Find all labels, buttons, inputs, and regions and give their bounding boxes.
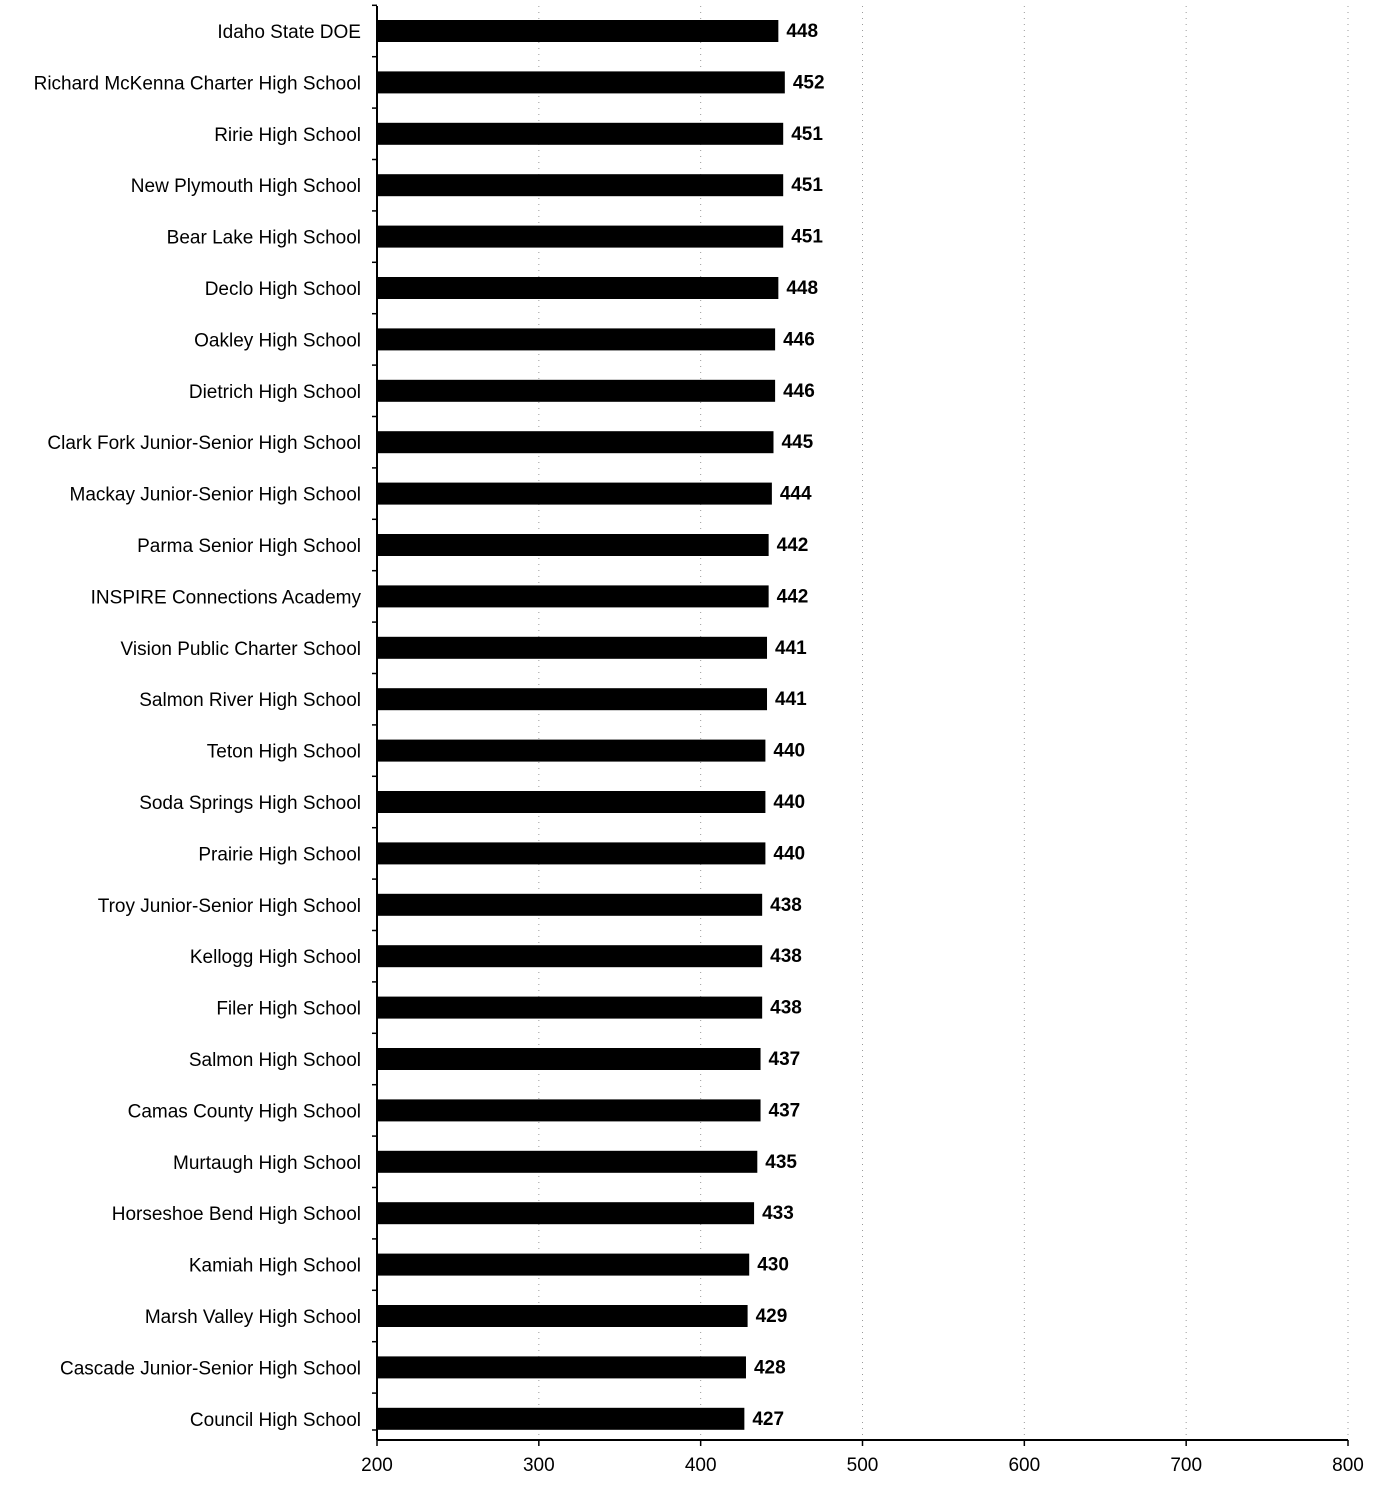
bar [378, 1356, 746, 1379]
category-label: Filer High School [216, 999, 361, 1020]
bar [378, 482, 772, 505]
bar-layer [378, 20, 785, 1430]
bar [378, 945, 763, 968]
x-tick-label: 300 [523, 1455, 555, 1476]
grid-layer [538, 6, 1349, 1440]
category-label: Teton High School [207, 742, 361, 763]
value-label: 448 [786, 278, 818, 299]
category-label: Horseshoe Bend High School [112, 1204, 361, 1225]
x-tick-label: 700 [1170, 1455, 1202, 1476]
bar [378, 431, 774, 454]
value-label: 438 [770, 946, 802, 967]
category-label: Camas County High School [128, 1101, 361, 1122]
category-label: Ririe High School [214, 125, 361, 146]
label-layer: 448 Idaho State DOE 452 Richard McKenna Cha… [34, 21, 1364, 1476]
bar [378, 1202, 755, 1225]
category-label: Declo High School [205, 279, 361, 300]
bar [378, 71, 785, 94]
bar [378, 791, 766, 813]
category-label: Dietrich High School [189, 382, 361, 403]
value-label: 446 [783, 329, 815, 350]
value-label: 428 [754, 1357, 786, 1378]
value-label: 427 [752, 1409, 784, 1430]
category-label: Prairie High School [198, 844, 361, 865]
value-label: 437 [769, 1049, 801, 1070]
bar [378, 739, 766, 762]
category-label: New Plymouth High School [131, 176, 361, 197]
bar [378, 1048, 761, 1070]
bar [378, 328, 776, 351]
category-label: Kamiah High School [189, 1256, 361, 1277]
bar [378, 20, 779, 42]
value-label: 429 [756, 1306, 788, 1327]
bar [378, 174, 784, 197]
category-label: Richard McKenna Charter High School [34, 73, 361, 94]
bar [378, 636, 768, 659]
x-tick-label: 800 [1332, 1455, 1364, 1476]
bar [378, 225, 784, 248]
value-label: 435 [765, 1152, 797, 1173]
category-label: Idaho State DOE [217, 22, 361, 43]
bar [378, 122, 784, 145]
value-label: 438 [770, 998, 802, 1019]
category-label: Salmon High School [189, 1050, 361, 1071]
bar [378, 1099, 761, 1122]
x-tick-label: 200 [361, 1455, 393, 1476]
value-label: 442 [777, 535, 809, 556]
value-label: 451 [791, 124, 823, 145]
category-label: Mackay Junior-Senior High School [70, 485, 361, 506]
value-label: 445 [781, 432, 813, 453]
value-label: 430 [757, 1255, 789, 1276]
category-label: Kellogg High School [190, 947, 361, 968]
category-label: Salmon River High School [139, 690, 361, 711]
category-label: INSPIRE Connections Academy [91, 587, 362, 608]
value-label: 440 [773, 741, 805, 762]
bar [378, 688, 768, 711]
value-label: 451 [791, 175, 823, 196]
value-label: 441 [775, 689, 807, 710]
bar [378, 277, 779, 299]
value-label: 440 [773, 792, 805, 813]
value-label: 452 [793, 72, 825, 93]
x-tick-label: 500 [847, 1455, 879, 1476]
value-label: 440 [773, 843, 805, 864]
value-label: 433 [762, 1203, 794, 1224]
x-tick-label: 600 [1008, 1455, 1040, 1476]
category-label: Clark Fork Junior-Senior High School [47, 433, 361, 454]
bar [378, 585, 769, 608]
bar [378, 893, 763, 916]
category-label: Troy Junior-Senior High School [98, 896, 361, 917]
axis-layer [372, 4, 1349, 1446]
value-label: 437 [769, 1100, 801, 1121]
bar [378, 1305, 748, 1327]
category-label: Cascade Junior-Senior High School [60, 1358, 361, 1379]
category-label: Marsh Valley High School [145, 1307, 361, 1328]
bar [378, 1150, 758, 1173]
category-label: Bear Lake High School [167, 228, 361, 249]
category-label: Oakley High School [194, 330, 361, 351]
x-tick-label: 400 [685, 1455, 717, 1476]
category-label: Soda Springs High School [139, 793, 361, 814]
category-label: Parma Senior High School [137, 536, 361, 557]
value-label: 451 [791, 227, 823, 248]
bar [378, 996, 763, 1019]
category-label: Vision Public Charter School [121, 639, 361, 660]
value-label: 441 [775, 638, 807, 659]
category-label: Murtaugh High School [173, 1153, 361, 1174]
bar [378, 1253, 750, 1276]
value-label: 444 [780, 484, 812, 505]
value-label: 446 [783, 381, 815, 402]
bar [378, 842, 766, 865]
value-label: 438 [770, 895, 802, 916]
bar [378, 379, 776, 402]
value-label: 448 [786, 21, 818, 42]
bar [378, 1407, 745, 1430]
category-label: Council High School [190, 1410, 361, 1431]
value-label: 442 [777, 586, 809, 607]
bar [378, 534, 769, 556]
